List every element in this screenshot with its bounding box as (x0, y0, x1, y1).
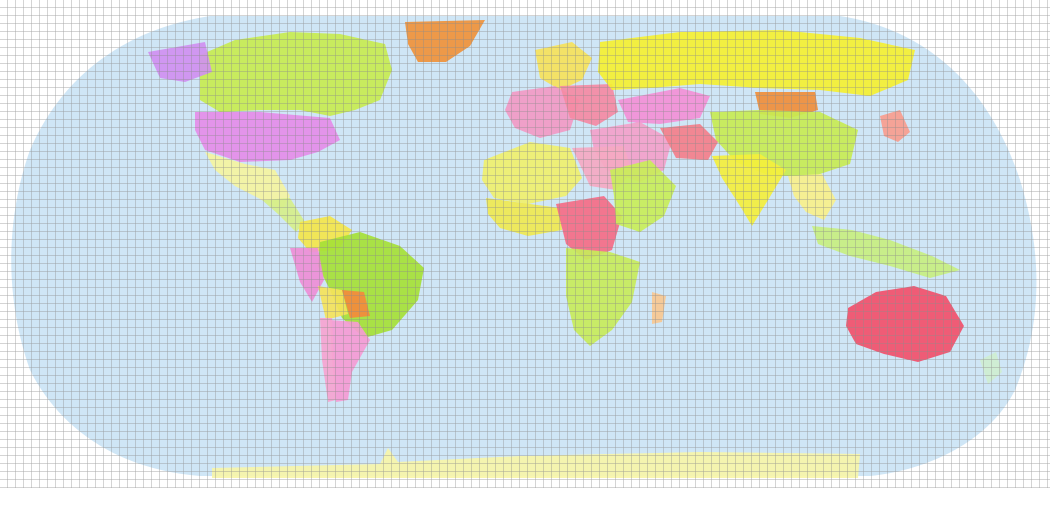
grid-overlay (0, 0, 1050, 488)
